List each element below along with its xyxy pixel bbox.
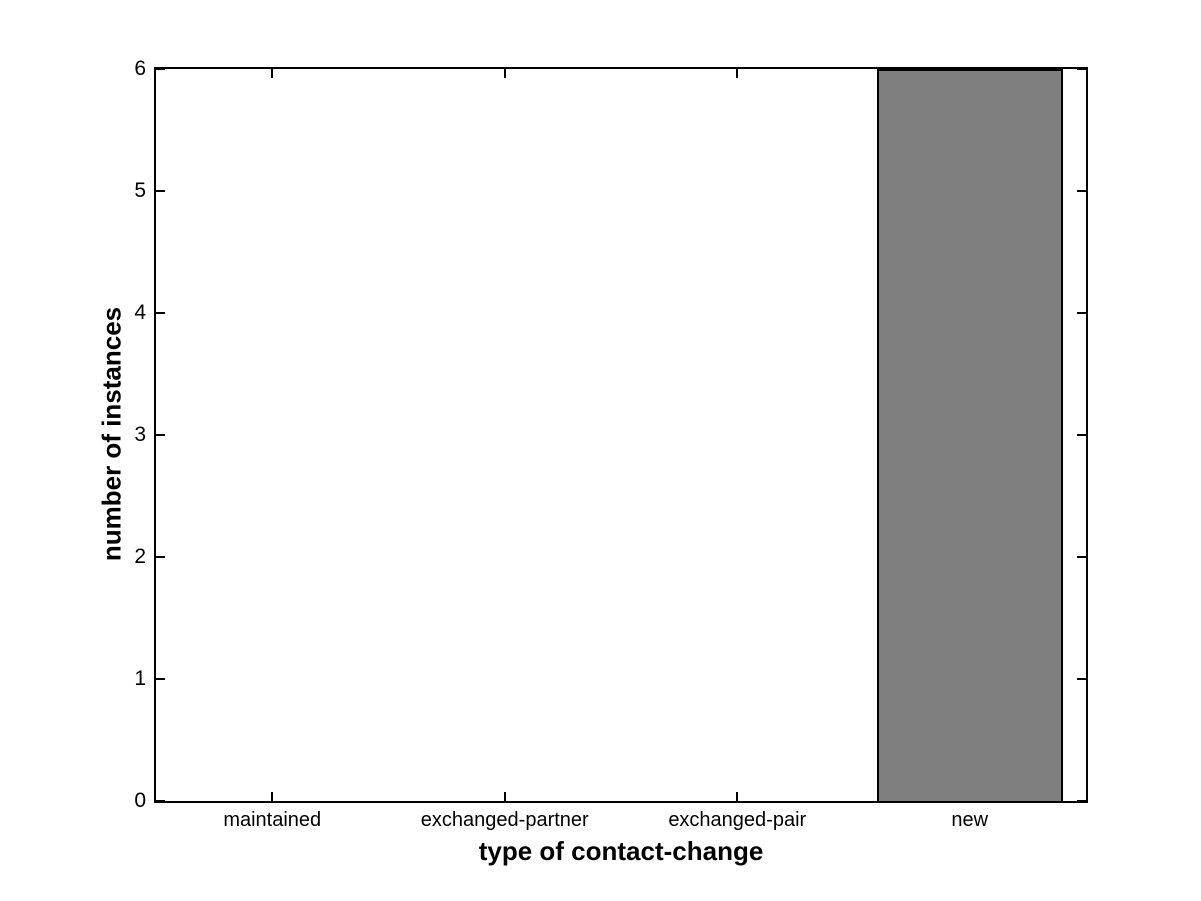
x-tick-mark-top (503, 69, 506, 78)
x-tick-mark-top (271, 69, 274, 78)
plot-area (154, 67, 1088, 803)
y-tick-mark-right (1077, 800, 1086, 802)
x-tick-label: maintained (223, 809, 322, 831)
y-tick-mark-left (156, 678, 165, 681)
y-tick-mark-left (156, 190, 165, 192)
x-tick-mark-top (736, 69, 739, 78)
y-tick-label: 1 (134, 667, 146, 690)
y-tick-mark-right (1077, 312, 1086, 315)
y-tick-label: 2 (134, 545, 146, 568)
bar-new (876, 69, 1063, 801)
x-tick-mark-bottom (503, 792, 506, 801)
y-tick-mark-left (156, 556, 165, 559)
y-tick-mark-right (1077, 190, 1086, 192)
y-tick-mark-left (156, 800, 165, 802)
x-tick-label: exchanged-pair (668, 809, 807, 831)
y-tick-label: 4 (134, 301, 146, 324)
x-tick-label: new (951, 809, 989, 831)
y-tick-mark-right (1077, 434, 1086, 436)
x-tick-label: exchanged-partner (420, 809, 589, 831)
y-tick-mark-right (1077, 68, 1086, 70)
y-tick-label: 6 (134, 57, 146, 80)
y-tick-mark-left (156, 434, 165, 436)
y-tick-label: 5 (134, 179, 146, 202)
y-tick-mark-right (1077, 556, 1086, 559)
y-tick-label: 0 (134, 789, 146, 812)
x-tick-mark-bottom (736, 792, 739, 801)
y-tick-mark-left (156, 68, 165, 70)
x-tick-mark-bottom (271, 792, 274, 801)
y-tick-label: 3 (134, 423, 146, 446)
y-tick-mark-right (1077, 678, 1086, 681)
y-tick-mark-left (156, 312, 165, 315)
x-axis-title: type of contact-change (478, 836, 764, 866)
